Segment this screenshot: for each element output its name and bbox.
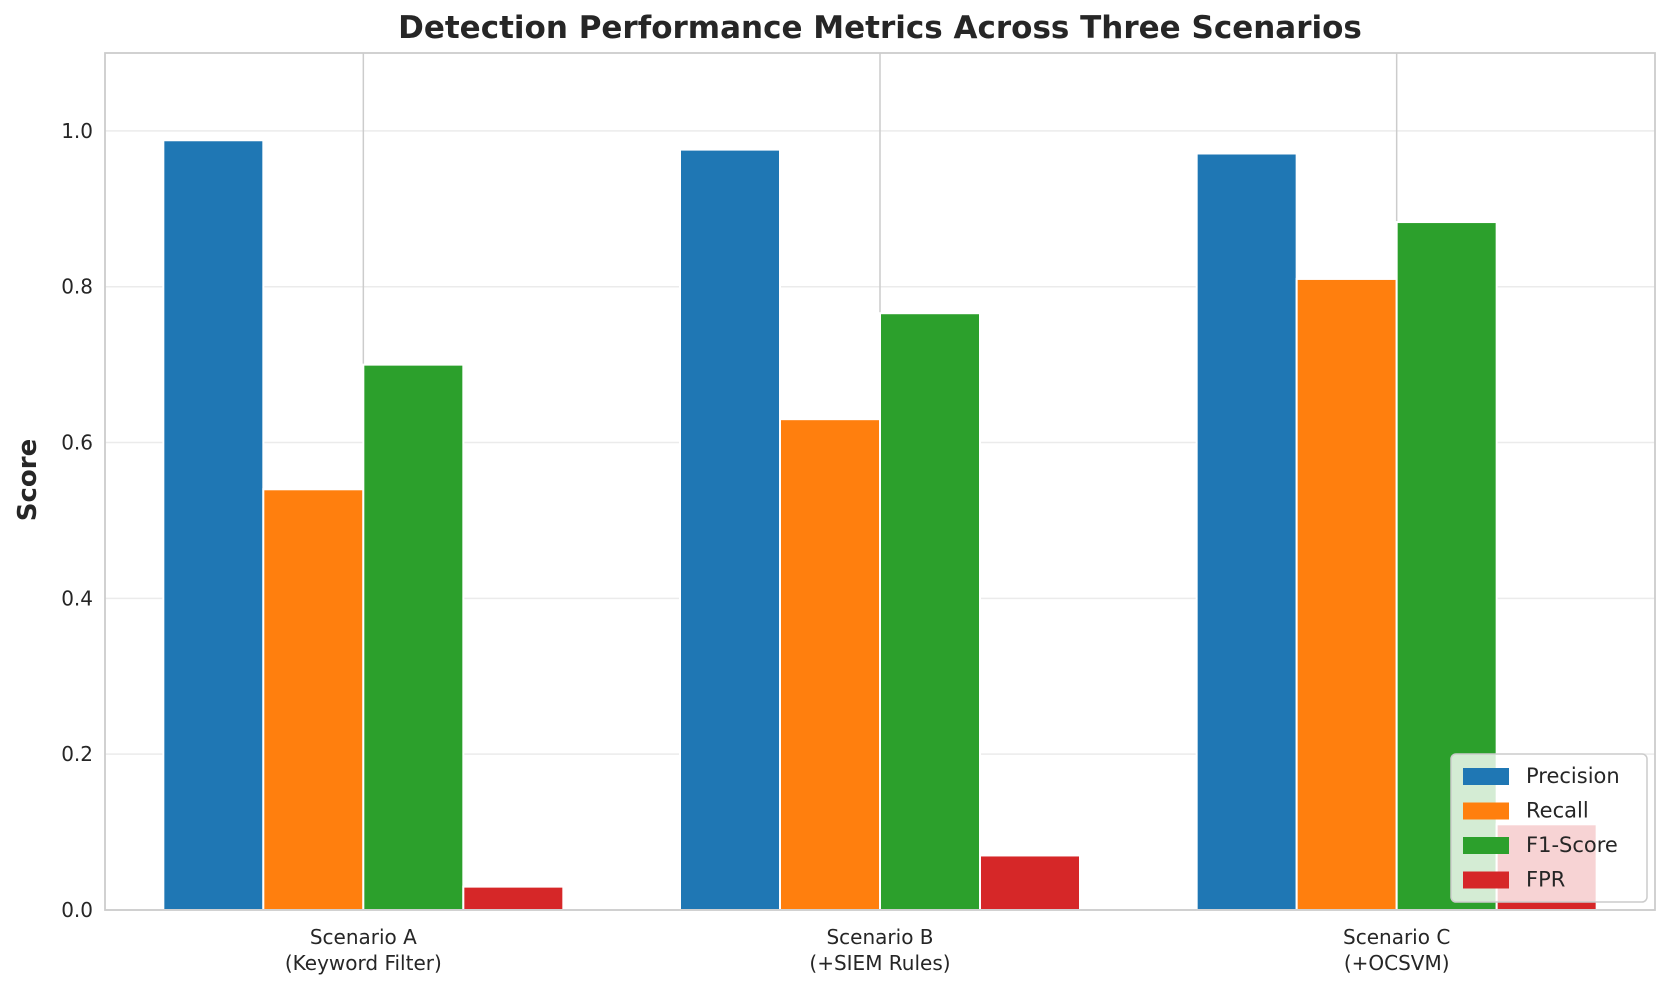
chart-title: Detection Performance Metrics Across Thr… <box>398 10 1362 46</box>
y-tick-label: 0.6 <box>61 431 93 455</box>
bar-recall-1 <box>262 488 365 911</box>
bar-fpr-1 <box>462 885 565 911</box>
legend-box <box>1450 753 1648 903</box>
x-tick-label: (+SIEM Rules) <box>809 951 950 975</box>
legend-label-precision: Precision <box>1526 764 1620 788</box>
bar-precision-3 <box>1195 152 1298 911</box>
legend-swatch-f1-score <box>1463 837 1509 854</box>
bar-f1-score-2 <box>879 312 981 911</box>
bar-precision-1 <box>162 139 265 911</box>
bar-recall-3 <box>1295 277 1398 912</box>
bar-fpr-2 <box>979 854 1081 911</box>
y-axis-label: Score <box>13 439 43 521</box>
legend-label-recall: Recall <box>1526 799 1589 823</box>
x-tick-label: Scenario C <box>1343 925 1450 949</box>
y-tick-label: 1.0 <box>61 119 93 143</box>
y-tick-label: 0.8 <box>61 275 93 299</box>
y-tick-label: 0.4 <box>61 586 93 610</box>
y-tick-label: 0.2 <box>61 742 93 766</box>
bar-recall-2 <box>779 418 881 911</box>
x-tick-label: Scenario B <box>826 925 933 949</box>
plot-area: 0.0 0.2 0.4 0.6 0.8 1.0 Scenario A(Keyword Fil… <box>61 52 1656 975</box>
axes-frame <box>104 52 1656 911</box>
legend-swatch-recall <box>1463 802 1509 820</box>
legend-swatch-precision <box>1463 768 1509 785</box>
legend-label-fpr: FPR <box>1526 868 1565 892</box>
legend-label-f1-score: F1-Score <box>1526 833 1618 857</box>
legend-swatch-fpr <box>1463 871 1509 889</box>
x-tick-label: (+OCSVM) <box>1344 951 1450 975</box>
x-tick-label: Scenario A <box>310 925 417 949</box>
x-tick-label: (Keyword Filter) <box>285 951 442 975</box>
bar-f1-score-1 <box>362 363 465 911</box>
bar-precision-2 <box>679 148 781 911</box>
y-tick-label: 0.0 <box>61 898 93 922</box>
